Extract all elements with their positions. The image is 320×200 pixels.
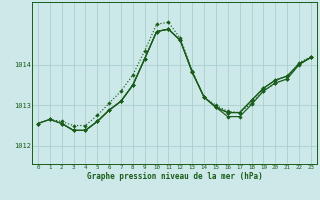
X-axis label: Graphe pression niveau de la mer (hPa): Graphe pression niveau de la mer (hPa) [86, 172, 262, 181]
